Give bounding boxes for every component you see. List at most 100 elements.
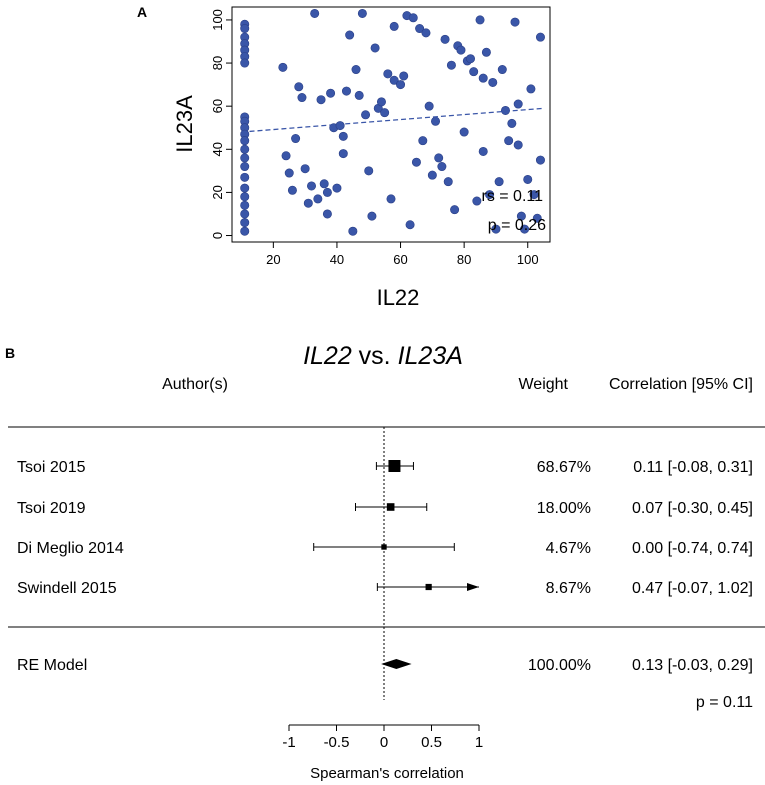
data-point [497,65,507,75]
study-row: Swindell 2015 8.67% 0.47 [-0.07, 1.02] [17,580,753,597]
scatter-points [240,8,545,236]
x-tick-label: 60 [393,252,407,267]
x-tick-label: 20 [266,252,280,267]
data-point [240,226,250,236]
data-point [240,144,250,154]
data-point [526,84,536,94]
data-point [240,192,250,202]
data-point [421,28,431,38]
panel-a: A 20 40 60 80 100 0 20 40 60 80 100 IL22 IL23A rs… [137,4,551,310]
title-vs: vs. [352,342,398,370]
data-point [319,179,329,189]
y-tick-label: 40 [210,142,225,156]
axis-tick-label: 0 [380,734,388,751]
data-point [335,121,345,131]
data-point [291,134,301,144]
panel-b-label: B [5,345,15,361]
panel-b: B IL22 vs. IL23A Author(s) Weight Correl… [5,342,765,782]
data-point [523,174,533,184]
data-point [469,67,479,77]
data-point [450,205,460,215]
data-point [240,200,250,210]
data-point [322,187,332,197]
title-gene1: IL22 [303,342,352,370]
data-point [240,218,250,228]
y-tick-label: 80 [210,56,225,70]
data-point [472,196,482,206]
data-point [437,162,447,172]
x-axis: 20 40 60 80 100 [266,242,539,267]
study-weight: 4.67% [546,540,591,557]
header-ci: Correlation [95% CI] [609,376,753,393]
data-point [332,183,342,193]
forest-x-axis-title: Spearman's correlation [310,765,464,782]
data-point [357,8,367,18]
header-author: Author(s) [162,376,228,393]
summary-row: RE Model 100.00% 0.13 [-0.03, 0.29] [17,657,753,674]
axis-tick-label: -0.5 [324,734,350,751]
data-point [424,101,434,111]
data-point [513,140,523,150]
study-weight: 68.67% [537,459,591,476]
study-weight: 18.00% [537,500,591,517]
data-point [500,105,510,115]
data-point [415,24,425,34]
x-tick-label: 100 [517,252,539,267]
rs-annotation: rs = 0.11 [481,188,543,205]
study-ci-text: 0.11 [-0.08, 0.31] [633,459,753,476]
data-point [376,97,386,107]
y-tick-label: 60 [210,99,225,113]
data-point [367,211,377,221]
data-point [478,146,488,156]
study-row: Tsoi 2015 68.67% 0.11 [-0.08, 0.31] [17,459,753,476]
data-point [240,209,250,219]
x-tick-label: 40 [330,252,344,267]
study-name: Di Meglio 2014 [17,540,124,557]
data-point [313,194,323,204]
data-point [434,153,444,163]
forest-p-value: p = 0.11 [696,694,753,711]
axis-tick-label: -1 [282,734,295,751]
data-point [361,110,371,120]
data-point [494,177,504,187]
data-point [240,24,250,34]
data-point [300,164,310,174]
plot-frame [231,6,551,243]
header-weight: Weight [518,376,568,393]
data-point [396,80,406,90]
data-point [443,177,453,187]
data-point [240,58,250,68]
data-point [240,183,250,193]
trend-line [241,107,544,133]
summary-diamond [381,659,412,669]
study-row: Tsoi 2019 18.00% 0.07 [-0.30, 0.45] [17,500,753,517]
data-point [427,170,437,180]
data-point [510,17,520,27]
data-point [294,82,304,92]
panel-a-label: A [137,4,147,20]
data-point [475,15,485,25]
data-point [446,60,456,70]
data-point [278,62,288,72]
data-point [491,224,501,234]
data-point [240,153,250,163]
data-point [408,13,418,23]
data-point [338,131,348,141]
weight-square [381,544,387,550]
y-tick-label: 0 [210,232,225,239]
data-point [240,172,250,182]
data-point [405,220,415,230]
study-row: Di Meglio 2014 4.67% 0.00 [-0.74, 0.74] [17,540,753,557]
data-point [284,168,294,178]
data-point [529,190,539,200]
data-point [456,45,466,55]
data-point [488,77,498,87]
data-point [326,88,336,98]
data-point [504,136,514,146]
data-point [240,136,250,146]
axis-tick-label: 1 [475,734,483,751]
study-name: Swindell 2015 [17,580,117,597]
study-ci-text: 0.07 [-0.30, 0.45] [632,500,753,517]
data-point [354,90,364,100]
